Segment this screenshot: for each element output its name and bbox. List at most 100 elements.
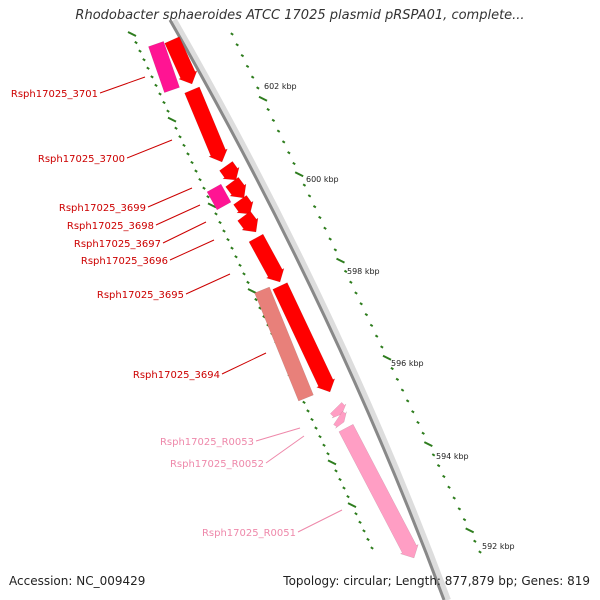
minor-tick: [359, 302, 363, 306]
minor-tick: [310, 417, 314, 422]
outer-dot-track: [230, 32, 482, 554]
gene-label[interactable]: Rsph17025_3701: [11, 89, 98, 100]
minor-tick: [230, 32, 234, 36]
minor-tick: [186, 152, 190, 156]
gene-label[interactable]: Rsph17025_3697: [74, 239, 161, 250]
gene-feature-reverse: [148, 41, 180, 93]
minor-tick: [326, 452, 330, 456]
gene-label[interactable]: Rsph17025_R0051: [202, 528, 296, 539]
minor-tick: [314, 426, 318, 430]
minor-tick: [400, 388, 405, 392]
gene-label[interactable]: Rsph17025_3698: [67, 221, 154, 232]
minor-tick: [245, 64, 250, 69]
gene-label[interactable]: Rsph17025_R0053: [160, 437, 254, 448]
minor-tick: [333, 248, 338, 252]
minor-tick: [369, 323, 374, 328]
minor-tick: [457, 507, 462, 511]
minor-tick: [242, 272, 246, 276]
minor-tick: [323, 226, 327, 230]
minor-tick: [318, 435, 322, 439]
major-tick: [258, 95, 268, 102]
minor-tick: [343, 269, 348, 274]
gene-label[interactable]: Rsph17025_3700: [38, 154, 125, 165]
minor-tick: [202, 186, 206, 190]
leader-line: [99, 76, 146, 94]
minor-tick: [146, 66, 150, 70]
scale-labels: 602 kbp 600 kbp 598 kbp 596 kbp 594 kbp 592 k…: [264, 82, 515, 551]
gene-label[interactable]: Rsph17025_3694: [133, 370, 220, 381]
leader-line: [221, 352, 267, 375]
major-tick: [423, 441, 433, 447]
leader-line: [255, 427, 301, 442]
minor-tick: [358, 520, 362, 524]
minor-tick: [318, 215, 322, 220]
gene-feature-forward: [225, 176, 247, 199]
minor-tick: [246, 280, 250, 285]
minor-tick: [421, 431, 425, 435]
minor-tick: [342, 486, 346, 490]
leader-line: [155, 204, 201, 226]
leader-line: [185, 273, 231, 295]
minor-tick: [222, 229, 226, 233]
scale-label: 592 kbp: [482, 542, 515, 551]
minor-tick: [174, 126, 178, 130]
minor-tick: [287, 151, 291, 155]
minor-tick: [366, 537, 370, 542]
leader-line: [126, 139, 173, 159]
gene-label[interactable]: Rsph17025_R0052: [170, 459, 264, 470]
minor-tick: [254, 297, 258, 302]
minor-tick: [306, 409, 310, 413]
minor-tick: [395, 377, 400, 381]
minor-tick: [292, 161, 296, 166]
minor-tick: [328, 237, 332, 241]
minor-tick: [302, 183, 307, 187]
minor-tick: [405, 399, 410, 403]
minor-tick: [154, 83, 158, 88]
gene-feature-forward: [248, 233, 285, 283]
minor-tick: [374, 334, 379, 338]
minor-tick: [194, 169, 198, 173]
scale-label: 596 kbp: [391, 359, 424, 368]
minor-tick: [473, 539, 477, 543]
minor-tick: [281, 140, 286, 144]
gene-feature-pseudo: [254, 286, 314, 402]
major-tick: [382, 354, 392, 361]
scale-label: 594 kbp: [436, 452, 469, 461]
minor-tick: [158, 92, 162, 96]
scale-label: 602 kbp: [264, 82, 297, 91]
scale-label: 598 kbp: [347, 267, 380, 276]
gene-feature-forward: [237, 210, 259, 233]
minor-tick: [134, 40, 138, 45]
minor-tick: [162, 100, 166, 105]
summary-text: Topology: circular; Length: 877,879 bp; …: [283, 574, 590, 588]
gene-feature-rna: [333, 410, 347, 429]
minor-tick: [235, 43, 239, 47]
minor-tick: [226, 237, 230, 242]
minor-tick: [206, 195, 210, 199]
gene-feature-reverse: [206, 183, 232, 211]
minor-tick: [271, 118, 276, 122]
gene-label[interactable]: Rsph17025_3699: [59, 203, 146, 214]
minor-tick: [346, 494, 350, 499]
minor-tick: [302, 400, 306, 404]
minor-tick: [436, 464, 441, 468]
minor-tick: [312, 205, 317, 209]
minor-tick: [462, 517, 467, 522]
minor-tick: [238, 263, 242, 267]
minor-tick: [334, 469, 338, 473]
minor-tick: [354, 512, 358, 516]
leader-line: [265, 435, 305, 464]
major-tick: [247, 288, 257, 294]
accession-text: Accession: NC_009429: [9, 574, 146, 588]
scale-label: 600 kbp: [306, 175, 339, 184]
minor-tick: [390, 366, 394, 371]
gene-label[interactable]: Rsph17025_3695: [97, 290, 184, 301]
minor-tick: [256, 86, 260, 90]
minor-tick: [447, 485, 451, 489]
minor-tick: [182, 143, 186, 147]
minor-tick: [258, 306, 262, 310]
minor-tick: [198, 178, 202, 182]
minor-tick: [240, 53, 245, 58]
gene-label[interactable]: Rsph17025_3696: [81, 256, 168, 267]
